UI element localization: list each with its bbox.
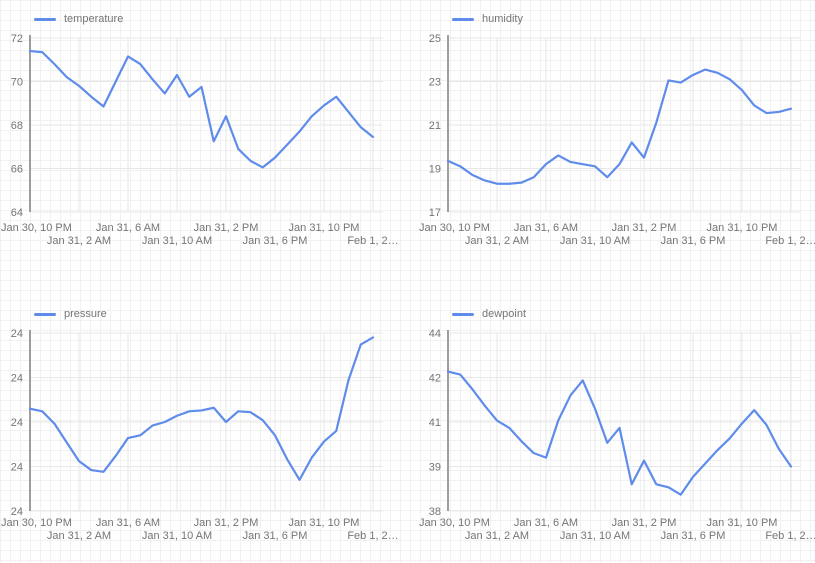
y-tick-label: 39 [429, 462, 441, 474]
x-tick-label: Jan 31, 10 PM [289, 222, 360, 234]
x-tick-label: Jan 31, 2 AM [465, 235, 529, 247]
y-tick-label: 25 [429, 33, 441, 45]
y-tick-label: 42 [429, 373, 441, 385]
y-tick-label: 23 [429, 77, 441, 89]
x-tick-label: Feb 1, 2… [347, 235, 398, 247]
chart-dewpoint: dewpoint 44 42 41 39 38 Jan 30, 10 PM Jan 31, … [408, 295, 815, 563]
x-tick-label: Jan 31, 2 PM [612, 517, 677, 529]
y-tick-label: 21 [429, 120, 441, 132]
x-tick-label: Jan 31, 6 AM [514, 222, 578, 234]
series-line-humidity [446, 68, 793, 185]
y-tick-label: 72 [11, 33, 23, 45]
x-tick-label: Jan 31, 6 PM [661, 235, 726, 247]
x-tick-label: Jan 31, 2 AM [47, 530, 111, 542]
x-tick-label: Jan 31, 10 PM [707, 222, 778, 234]
y-tick-label: 38 [429, 506, 441, 518]
legend-humidity[interactable]: humidity [452, 12, 523, 26]
y-tick-label: 68 [11, 120, 23, 132]
legend-label: humidity [482, 13, 523, 25]
x-tick-label: Jan 31, 6 PM [243, 235, 308, 247]
series-line-pressure [28, 336, 375, 481]
chart-humidity: humidity 25 23 21 19 17 Jan 30, 10 PM Jan 31, … [408, 0, 815, 295]
x-tick-label: Jan 30, 10 PM [419, 517, 490, 529]
legend-label: pressure [64, 308, 107, 320]
x-tick-label: Jan 31, 10 PM [707, 517, 778, 529]
y-tick-label: 17 [429, 207, 441, 219]
x-tick-label: Jan 31, 6 AM [96, 517, 160, 529]
y-tick-label: 24 [11, 462, 23, 474]
x-tick-label: Jan 31, 2 PM [194, 517, 259, 529]
series-line-dewpoint [446, 370, 793, 496]
legend-temperature[interactable]: temperature [34, 12, 123, 26]
x-tick-label: Jan 31, 6 AM [96, 222, 160, 234]
y-tick-label: 19 [429, 164, 441, 176]
x-tick-label: Jan 30, 10 PM [1, 517, 72, 529]
x-tick-label: Jan 31, 10 AM [142, 530, 212, 542]
legend-line-swatch [34, 17, 56, 21]
x-tick-label: Feb 1, 2… [765, 530, 815, 542]
legend-line-swatch [452, 17, 474, 21]
legend-label: temperature [64, 13, 124, 25]
legend-pressure[interactable]: pressure [34, 307, 107, 321]
y-tick-label: 24 [11, 506, 23, 518]
x-tick-label: Jan 31, 2 PM [612, 222, 677, 234]
x-tick-label: Jan 31, 10 AM [142, 235, 212, 247]
y-tick-label: 44 [429, 328, 441, 340]
x-tick-label: Jan 31, 6 PM [661, 530, 726, 542]
y-tick-label: 24 [11, 328, 23, 340]
x-tick-label: Jan 31, 10 AM [560, 235, 630, 247]
legend-label: dewpoint [482, 308, 527, 320]
x-tick-label: Jan 30, 10 PM [1, 222, 72, 234]
x-tick-label: Jan 31, 2 AM [465, 530, 529, 542]
x-tick-label: Jan 31, 10 PM [289, 517, 360, 529]
x-tick-label: Jan 31, 2 PM [194, 222, 259, 234]
y-tick-label: 24 [11, 373, 23, 385]
x-tick-label: Jan 31, 6 PM [243, 530, 308, 542]
y-tick-label: 70 [11, 77, 23, 89]
y-tick-label: 66 [11, 164, 23, 176]
y-tick-label: 41 [429, 417, 441, 429]
y-tick-label: 64 [11, 207, 23, 219]
y-tick-label: 24 [11, 417, 23, 429]
x-tick-label: Jan 30, 10 PM [419, 222, 490, 234]
x-tick-label: Feb 1, 2… [765, 235, 815, 247]
chart-pressure: pressure 24 24 24 24 24 Jan 30, 10 PM Jan 31, … [0, 295, 408, 563]
legend-line-swatch [34, 312, 56, 316]
legend-dewpoint[interactable]: dewpoint [452, 307, 526, 321]
x-tick-label: Jan 31, 6 AM [514, 517, 578, 529]
legend-line-swatch [452, 312, 474, 316]
x-tick-label: Feb 1, 2… [347, 530, 398, 542]
series-line-temperature [28, 49, 375, 169]
chart-temperature: temperature 72 70 68 66 64 Jan 30, 10 PM Jan 3… [0, 0, 408, 295]
x-tick-label: Jan 31, 2 AM [47, 235, 111, 247]
x-tick-label: Jan 31, 10 AM [560, 530, 630, 542]
